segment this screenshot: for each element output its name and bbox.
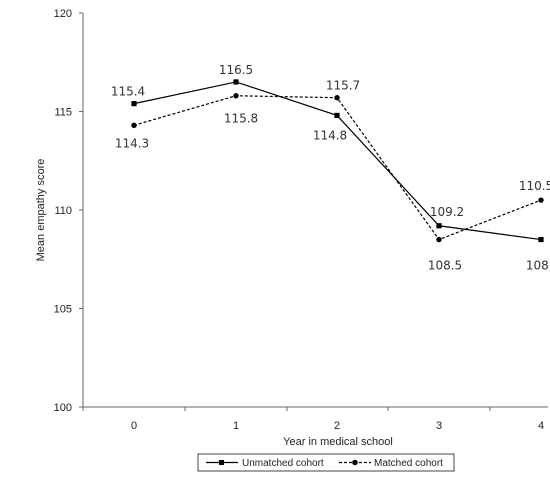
data-label: 110.5 xyxy=(519,179,550,193)
legend-label-matched: Matched cohort xyxy=(374,458,443,469)
legend-marker-square xyxy=(219,460,224,465)
data-point-square xyxy=(538,236,544,243)
y-axis-ticks: 100 105 110 115 120 xyxy=(54,8,83,414)
x-tick-label: 0 xyxy=(131,420,137,432)
y-tick-label: 120 xyxy=(54,8,72,20)
series-line-0 xyxy=(133,81,542,241)
data-point-square xyxy=(334,112,340,119)
x-axis-title: Year in medical school xyxy=(283,436,393,448)
x-tick-label: 2 xyxy=(334,420,340,432)
data-point-circle xyxy=(436,236,442,243)
data-point-square xyxy=(131,101,137,107)
data-label: 108.5 xyxy=(526,259,550,273)
legend-entry-unmatched: Unmatched cohort xyxy=(206,458,324,469)
series-layer xyxy=(131,79,544,243)
data-point-square xyxy=(233,79,239,85)
data-label-layer: 115.4 116.5 114.8 109.2 108.5 114.3 115.8 115.7… xyxy=(111,63,550,273)
data-label: 116.5 xyxy=(219,63,253,77)
data-point-circle xyxy=(334,95,340,101)
x-tick-label: 4 xyxy=(538,420,544,432)
data-label: 115.4 xyxy=(111,85,145,99)
x-tick-label: 1 xyxy=(233,420,239,432)
data-point-circle xyxy=(131,122,137,128)
y-tick-label: 110 xyxy=(54,205,72,217)
legend-box xyxy=(197,453,455,472)
data-label: 115.8 xyxy=(224,112,258,126)
legend: Unmatched cohort Matched cohort xyxy=(197,453,455,472)
data-point-square xyxy=(436,223,442,229)
y-tick-label: 115 xyxy=(54,107,72,119)
y-tick-label: 100 xyxy=(54,402,72,414)
data-label: 114.8 xyxy=(313,128,347,142)
data-label: 114.3 xyxy=(115,136,149,150)
data-label: 108.5 xyxy=(428,259,462,273)
x-tick-label: 3 xyxy=(436,420,442,432)
data-point-circle xyxy=(538,197,544,203)
data-label: 115.7 xyxy=(326,79,360,93)
legend-entry-matched: Matched cohort xyxy=(339,458,443,469)
data-label: 109.2 xyxy=(430,205,464,219)
legend-marker-circle xyxy=(352,459,358,466)
legend-label-unmatched: Unmatched cohort xyxy=(242,458,324,469)
y-tick-label: 105 xyxy=(54,304,72,316)
data-point-circle xyxy=(233,93,239,99)
y-axis-title: Mean empathy score xyxy=(35,159,47,262)
x-axis-ticks: 0 1 2 3 4 xyxy=(82,407,544,432)
